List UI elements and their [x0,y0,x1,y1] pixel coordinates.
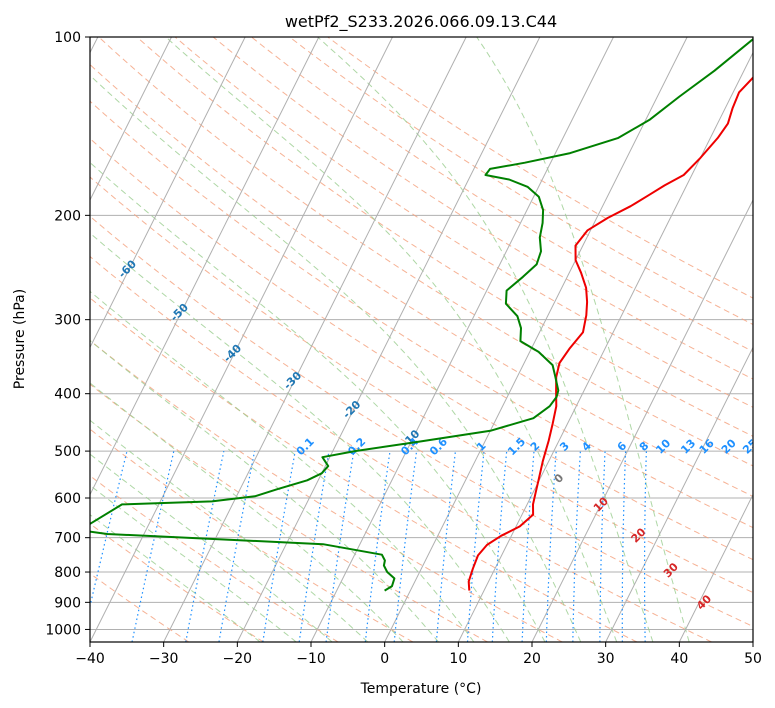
temperature-profile-line [467,76,753,591]
mixing-ratio-line [218,450,256,642]
y-tick-label: 600 [54,491,81,507]
chart-title: wetPf2_S233.2026.066.09.13.C44 [285,12,557,32]
plot-frame [89,36,754,643]
mixing-ratio-line [435,451,456,642]
x-axis-ticks: −40 −30 −20 −10 0 10 20 30 40 50 [75,642,762,667]
moist-adiabat [90,290,475,642]
dry-adiabat [90,383,488,642]
isotherm [384,37,688,642]
mixing-ratio-line [325,451,355,642]
y-tick-label: 700 [54,531,81,547]
isotherm [90,37,393,642]
isotherm [163,37,467,642]
x-tick-label: −40 [75,651,105,667]
isotherm [605,346,753,642]
dry-adiabat [90,176,753,594]
dry-adiabat [90,255,712,642]
isotherms [90,37,753,642]
x-tick-label: 20 [523,651,541,667]
isotherm [531,198,753,642]
y-tick-label: 1000 [45,622,81,638]
x-tick-label: 40 [670,651,688,667]
x-tick-label: −10 [296,651,326,667]
mixing-ratio-line [521,451,535,642]
moist-adiabat [90,514,261,642]
mixing-ratio-line [262,450,296,642]
dry-adiabat [90,475,339,642]
isotherm [678,493,753,642]
isotherm [457,51,753,642]
dry-adiabats [90,37,753,642]
profile-series [90,37,753,592]
x-tick-label: −20 [223,651,253,667]
mixing-ratio-line [364,451,391,642]
dry-adiabat [90,297,638,642]
moist-adiabat [90,232,510,642]
isotherm [236,37,541,642]
y-axis-ticks: 100 200 300 400 500 600 700 800 900 1000 [45,30,90,638]
moist-adiabat [90,419,369,642]
isotherm [90,37,246,349]
x-tick-label: 50 [744,651,762,667]
x-tick-label: 0 [380,651,389,667]
x-axis-label: Temperature (°C) [360,681,482,697]
mixing-ratio-line [185,450,225,642]
dry-adiabat [90,215,753,628]
y-tick-label: 300 [54,313,81,329]
y-tick-label: 800 [54,565,81,581]
dewpoint-profile-line [90,37,753,592]
moist-adiabat [90,74,582,642]
y-tick-label: 500 [54,444,81,460]
x-tick-label: 10 [449,651,467,667]
y-axis-label: Pressure (hPa) [12,289,28,389]
y-tick-label: 200 [54,208,81,224]
dry-adiabat [251,37,753,353]
moist-adiabat [476,37,690,642]
dry-adiabat [90,137,753,561]
isotherm [90,37,320,496]
mixing-ratio-lines [90,450,647,642]
mixing-ratio-line [572,451,581,642]
moist-adiabat [90,453,333,642]
moist-adiabat [165,37,618,642]
dry-adiabat [90,63,753,497]
y-tick-label: 400 [54,387,81,403]
plot-area: -100-90-80-70-60-50-40-30-20-100.10.20.4… [90,37,753,642]
dry-adiabat [98,37,753,467]
mixing-ratio-line [621,451,627,642]
mixing-ratio-line [491,451,508,642]
dry-adiabat [90,572,190,642]
mixing-ratio-line [545,451,557,642]
x-tick-label: 30 [597,651,615,667]
moist-adiabat [90,339,439,642]
moist-adiabat [90,161,546,642]
mixing-ratio-line [393,451,418,642]
dry-adiabat [90,100,753,529]
mixing-ratio-line [644,451,647,642]
dry-adiabat [90,339,563,642]
y-tick-label: 100 [54,30,81,46]
isotherm [310,37,614,642]
mixing-ratio-line [298,450,330,642]
mixing-ratio-line [466,451,485,642]
dry-adiabat [212,37,753,380]
y-tick-label: 900 [54,595,81,611]
isotherm [90,37,172,202]
x-tick-label: −30 [149,651,179,667]
mixing-ratio-line [599,451,606,642]
